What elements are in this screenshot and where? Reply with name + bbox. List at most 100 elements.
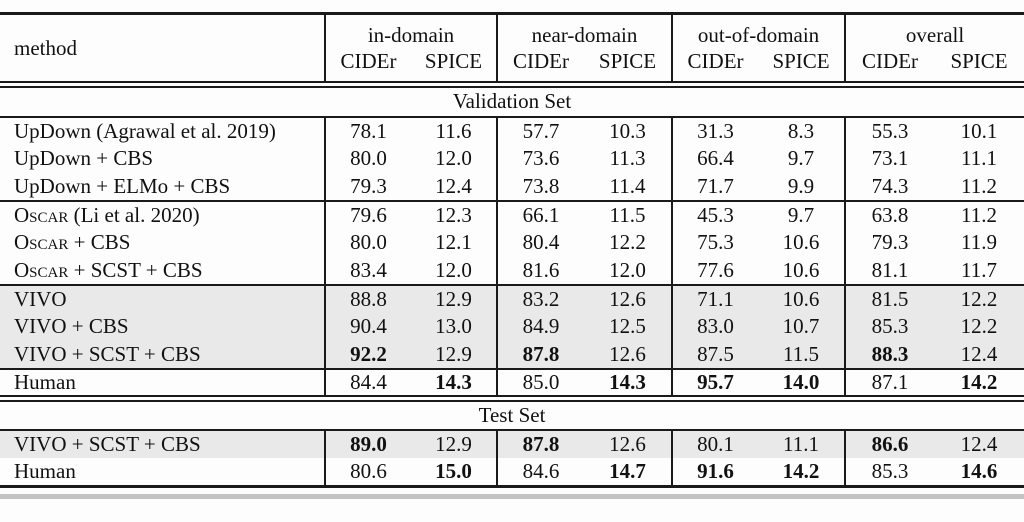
value-cell: 14.0 <box>758 367 846 398</box>
value-cell: 11.1 <box>758 429 846 458</box>
value-cell: 11.3 <box>609 146 646 170</box>
value-cell: 12.6 <box>584 429 673 458</box>
table-body: Validation Set UpDown (Agrawal et al. 201… <box>0 84 1024 486</box>
bottom-rule-shadow <box>0 493 1024 499</box>
value-cell: 91.6 <box>671 458 759 486</box>
table-row: UpDown (Agrawal et al. 2019) 78.1 11.6 57.7… <box>0 115 1024 145</box>
value-cell: 95.7 <box>671 367 759 398</box>
method-cell: Oscar + CBS <box>14 230 131 254</box>
value-cell: 10.6 <box>782 257 820 282</box>
metric-header-overall-spice: SPICE <box>934 48 1024 88</box>
value-cell: 12.0 <box>435 257 472 282</box>
value-cell: 80.0 <box>324 144 411 173</box>
metric-header-near-domain-spice: SPICE <box>584 48 673 88</box>
value-cell: 83.2 <box>496 283 585 313</box>
value-cell: 88.3 <box>844 340 935 369</box>
value-cell: 12.1 <box>435 230 472 254</box>
value-cell: 84.9 <box>496 312 585 341</box>
method-cell: UpDown (Agrawal et al. 2019) <box>0 115 325 145</box>
value-cell: 10.7 <box>782 314 820 338</box>
value-cell: 13.0 <box>435 314 472 338</box>
value-cell: 75.3 <box>671 228 759 257</box>
section-header-row: Test Set <box>0 394 1024 431</box>
value-cell: 66.4 <box>671 144 759 173</box>
value-cell: 85.3 <box>844 312 935 341</box>
method-cell: VIVO <box>0 283 325 313</box>
value-cell: 79.6 <box>324 199 411 229</box>
value-cell: 87.8 <box>496 429 585 458</box>
group-header-overall: overall <box>844 13 1024 48</box>
value-cell: 12.0 <box>435 146 472 170</box>
value-cell: 10.6 <box>782 230 820 254</box>
table-row: VIVO + SCST + CBS 89.0 12.9 87.8 12.6 80.1 11.… <box>0 429 1024 458</box>
value-cell: 12.9 <box>435 341 472 366</box>
value-cell: 73.1 <box>844 144 935 173</box>
value-cell: 14.3 <box>584 367 673 398</box>
value-cell: 10.3 <box>584 115 673 145</box>
value-cell: 14.3 <box>411 367 498 398</box>
group-header-row: method in-domain near-domain out-of-domain… <box>0 13 1024 88</box>
value-cell: 66.1 <box>496 199 585 229</box>
value-cell: 55.3 <box>844 115 935 145</box>
group-header-in-domain: in-domain <box>323 13 498 48</box>
value-cell: 12.4 <box>934 429 1024 458</box>
table-header: method in-domain near-domain out-of-domain… <box>0 13 1024 88</box>
table-row: Human 80.6 15.0 84.6 14.7 91.6 14.2 85.3 14.6 <box>0 458 1024 486</box>
value-cell: 11.2 <box>961 173 998 198</box>
value-cell: 84.6 <box>496 458 585 486</box>
value-cell: 11.2 <box>934 199 1024 229</box>
metric-header-out-of-domain-cider: CIDEr <box>671 48 759 88</box>
method-cell: Human <box>0 367 325 398</box>
value-cell: 73.8 <box>496 172 585 201</box>
value-cell: 87.8 <box>496 340 585 369</box>
value-cell: 63.8 <box>844 199 935 229</box>
method-column-header: method <box>0 13 325 88</box>
value-cell: 11.1 <box>961 146 998 170</box>
value-cell: 81.1 <box>844 256 935 285</box>
value-cell: 12.5 <box>609 314 646 338</box>
table-row: VIVO + SCST + CBS 92.2 12.9 87.8 12.6 87.5 11.… <box>0 340 1024 369</box>
value-cell: 12.9 <box>411 283 498 313</box>
value-cell: 14.2 <box>934 367 1024 398</box>
value-cell: 92.2 <box>324 340 411 369</box>
table-row: UpDown + CBS 80.0 12.0 73.6 11.3 66.4 9.7 73.1 1… <box>0 144 1024 173</box>
method-cell: VIVO + CBS <box>14 314 129 338</box>
value-cell: 12.3 <box>411 199 498 229</box>
value-cell: 81.6 <box>496 256 585 285</box>
value-cell: 83.0 <box>671 312 759 341</box>
method-smallcaps: Oscar <box>14 230 69 254</box>
value-cell: 85.3 <box>844 458 935 486</box>
paper-table-figure: method in-domain near-domain out-of-domain… <box>0 12 1024 499</box>
metric-header-in-domain-spice: SPICE <box>411 48 498 88</box>
metric-header-in-domain-cider: CIDEr <box>324 48 411 88</box>
value-cell: 12.9 <box>411 429 498 458</box>
group-header-out-of-domain: out-of-domain <box>671 13 846 48</box>
metric-header-overall-cider: CIDEr <box>844 48 935 88</box>
value-cell: 12.0 <box>609 257 646 282</box>
value-cell: 79.3 <box>324 172 411 201</box>
results-table: method in-domain near-domain out-of-domain… <box>0 12 1024 488</box>
value-cell: 79.3 <box>844 228 935 257</box>
table-row: Human 84.4 14.3 85.0 14.3 95.7 14.0 87.1 14.2 <box>0 367 1024 398</box>
value-cell: 77.6 <box>671 256 759 285</box>
value-cell: 12.6 <box>609 341 646 366</box>
value-cell: 74.3 <box>844 172 935 201</box>
value-cell: 71.7 <box>671 172 759 201</box>
value-cell: 87.1 <box>844 367 935 398</box>
value-cell: 80.6 <box>324 458 411 486</box>
value-cell: 89.0 <box>324 429 411 458</box>
metric-header-near-domain-cider: CIDEr <box>496 48 585 88</box>
value-cell: 12.2 <box>609 230 646 254</box>
value-cell: 14.2 <box>782 458 820 483</box>
method-smallcaps: Oscar <box>14 257 69 282</box>
method-cell: Human <box>14 458 76 483</box>
value-cell: 71.1 <box>671 283 759 313</box>
value-cell: 9.7 <box>758 199 846 229</box>
table-row: Oscar + SCST + CBS 83.4 12.0 81.6 12.0 77.6 10… <box>0 256 1024 285</box>
value-cell: 73.6 <box>496 144 585 173</box>
value-cell: 88.8 <box>324 283 411 313</box>
method-cell: VIVO + SCST + CBS <box>0 429 325 458</box>
value-cell: 11.5 <box>783 341 820 366</box>
value-cell: 45.3 <box>671 199 759 229</box>
value-cell: 12.6 <box>584 283 673 313</box>
